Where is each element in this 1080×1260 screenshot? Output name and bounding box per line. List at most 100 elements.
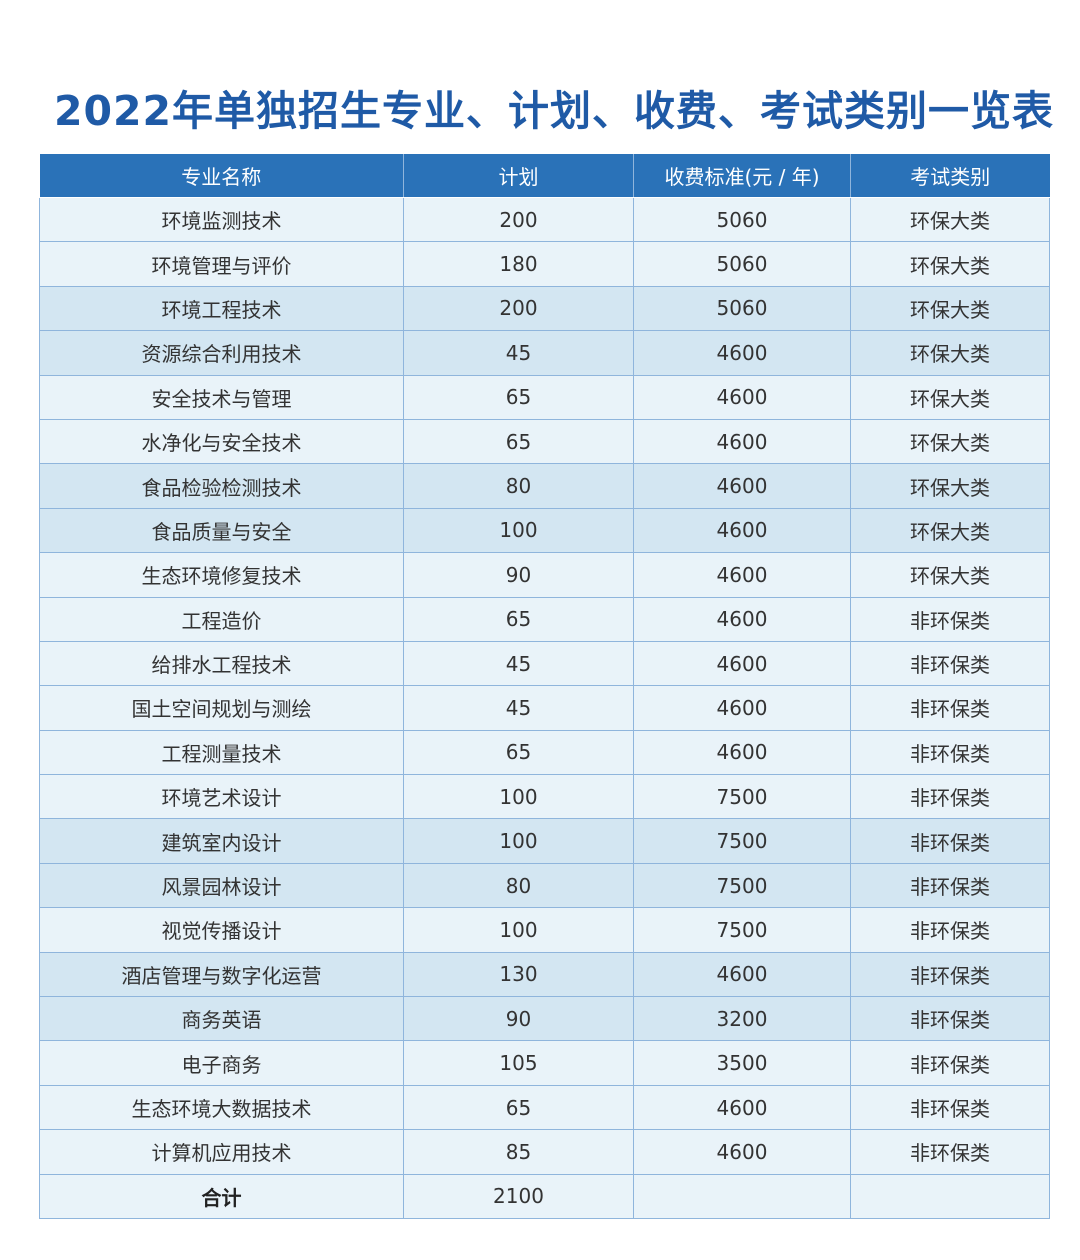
table-header-row: 专业名称 计划 收费标准(元 / 年) 考试类别 — [39, 154, 1050, 198]
table-row: 电子商务 105 3500 非环保类 — [39, 1040, 1050, 1086]
cell-fee: 7500 — [633, 774, 851, 820]
cell-major: 安全技术与管理 — [39, 375, 404, 420]
cell-major: 生态环境大数据技术 — [39, 1085, 404, 1131]
table-row: 工程造价 65 4600 非环保类 — [39, 597, 1050, 642]
cell-category: 环保大类 — [850, 286, 1050, 332]
table-row: 视觉传播设计 100 7500 非环保类 — [39, 907, 1050, 953]
cell-fee: 4600 — [633, 552, 851, 598]
cell-plan: 90 — [403, 996, 634, 1042]
cell-plan: 65 — [403, 375, 634, 420]
table-row: 计算机应用技术 85 4600 非环保类 — [39, 1129, 1050, 1175]
cell-major: 工程造价 — [39, 597, 404, 642]
table-row: 国土空间规划与测绘 45 4600 非环保类 — [39, 685, 1050, 731]
total-plan: 2100 — [403, 1174, 634, 1219]
table-row: 给排水工程技术 45 4600 非环保类 — [39, 641, 1050, 687]
table-row: 环境管理与评价 180 5060 环保大类 — [39, 241, 1050, 287]
cell-plan: 45 — [403, 641, 634, 687]
table-row: 工程测量技术 65 4600 非环保类 — [39, 730, 1050, 776]
cell-fee: 5060 — [633, 286, 851, 332]
cell-major: 环境艺术设计 — [39, 774, 404, 820]
cell-plan: 80 — [403, 863, 634, 909]
cell-category: 环保大类 — [850, 508, 1050, 554]
enrollment-table-container: 专业名称 计划 收费标准(元 / 年) 考试类别 环境监测技术 200 5060 环保… — [39, 154, 1050, 1219]
cell-category: 环保大类 — [850, 241, 1050, 287]
cell-plan: 65 — [403, 419, 634, 465]
cell-fee: 5060 — [633, 197, 851, 243]
cell-fee: 4600 — [633, 597, 851, 642]
page-title: 2022年单独招生专业、计划、收费、考试类别一览表 — [53, 87, 1055, 135]
table-row: 食品质量与安全 100 4600 环保大类 — [39, 508, 1050, 554]
total-label: 合计 — [39, 1174, 404, 1219]
cell-category: 环保大类 — [850, 197, 1050, 243]
header-plan: 计划 — [403, 154, 634, 198]
cell-fee: 3500 — [633, 1040, 851, 1086]
cell-major: 生态环境修复技术 — [39, 552, 404, 598]
cell-fee: 4600 — [633, 375, 851, 420]
cell-major: 环境管理与评价 — [39, 241, 404, 287]
cell-fee: 4600 — [633, 1085, 851, 1131]
table-row: 酒店管理与数字化运营 130 4600 非环保类 — [39, 952, 1050, 998]
table-row: 环境艺术设计 100 7500 非环保类 — [39, 774, 1050, 820]
cell-fee: 7500 — [633, 863, 851, 909]
cell-category: 环保大类 — [850, 375, 1050, 420]
cell-plan: 100 — [403, 907, 634, 953]
cell-fee: 4600 — [633, 508, 851, 554]
cell-major: 食品质量与安全 — [39, 508, 404, 554]
cell-major: 水净化与安全技术 — [39, 419, 404, 465]
cell-major: 视觉传播设计 — [39, 907, 404, 953]
cell-major: 工程测量技术 — [39, 730, 404, 776]
cell-category: 非环保类 — [850, 818, 1050, 864]
table-row: 环境工程技术 200 5060 环保大类 — [39, 286, 1050, 332]
cell-category: 非环保类 — [850, 996, 1050, 1042]
cell-major: 资源综合利用技术 — [39, 330, 404, 376]
cell-plan: 100 — [403, 818, 634, 864]
cell-major: 风景园林设计 — [39, 863, 404, 909]
cell-plan: 100 — [403, 774, 634, 820]
cell-major: 给排水工程技术 — [39, 641, 404, 687]
total-row: 合计 2100 — [39, 1174, 1050, 1219]
cell-plan: 45 — [403, 685, 634, 731]
cell-fee: 3200 — [633, 996, 851, 1042]
cell-category: 环保大类 — [850, 463, 1050, 509]
cell-fee: 7500 — [633, 818, 851, 864]
cell-major: 商务英语 — [39, 996, 404, 1042]
cell-fee: 7500 — [633, 907, 851, 953]
table-row: 风景园林设计 80 7500 非环保类 — [39, 863, 1050, 909]
cell-category: 非环保类 — [850, 907, 1050, 953]
cell-plan: 90 — [403, 552, 634, 598]
cell-major: 环境工程技术 — [39, 286, 404, 332]
cell-category: 非环保类 — [850, 685, 1050, 731]
cell-major: 食品检验检测技术 — [39, 463, 404, 509]
cell-fee: 4600 — [633, 463, 851, 509]
cell-plan: 130 — [403, 952, 634, 998]
cell-category: 环保大类 — [850, 552, 1050, 598]
cell-plan: 200 — [403, 286, 634, 332]
table-row: 生态环境修复技术 90 4600 环保大类 — [39, 552, 1050, 598]
cell-fee: 4600 — [633, 685, 851, 731]
cell-fee: 4600 — [633, 730, 851, 776]
cell-fee: 4600 — [633, 952, 851, 998]
cell-plan: 65 — [403, 730, 634, 776]
cell-major: 环境监测技术 — [39, 197, 404, 243]
table-row: 商务英语 90 3200 非环保类 — [39, 996, 1050, 1042]
cell-category: 非环保类 — [850, 863, 1050, 909]
table-row: 环境监测技术 200 5060 环保大类 — [39, 197, 1050, 243]
cell-plan: 65 — [403, 1085, 634, 1131]
header-category: 考试类别 — [850, 154, 1050, 198]
cell-category: 非环保类 — [850, 730, 1050, 776]
cell-major: 计算机应用技术 — [39, 1129, 404, 1175]
cell-major: 电子商务 — [39, 1040, 404, 1086]
cell-fee: 4600 — [633, 1129, 851, 1175]
cell-fee: 5060 — [633, 241, 851, 287]
table-row: 生态环境大数据技术 65 4600 非环保类 — [39, 1085, 1050, 1131]
total-fee — [633, 1174, 851, 1219]
cell-category: 环保大类 — [850, 419, 1050, 465]
table-row: 食品检验检测技术 80 4600 环保大类 — [39, 463, 1050, 509]
cell-major: 建筑室内设计 — [39, 818, 404, 864]
cell-category: 非环保类 — [850, 597, 1050, 642]
cell-plan: 65 — [403, 597, 634, 642]
cell-category: 环保大类 — [850, 330, 1050, 376]
cell-plan: 180 — [403, 241, 634, 287]
cell-category: 非环保类 — [850, 952, 1050, 998]
cell-fee: 4600 — [633, 330, 851, 376]
